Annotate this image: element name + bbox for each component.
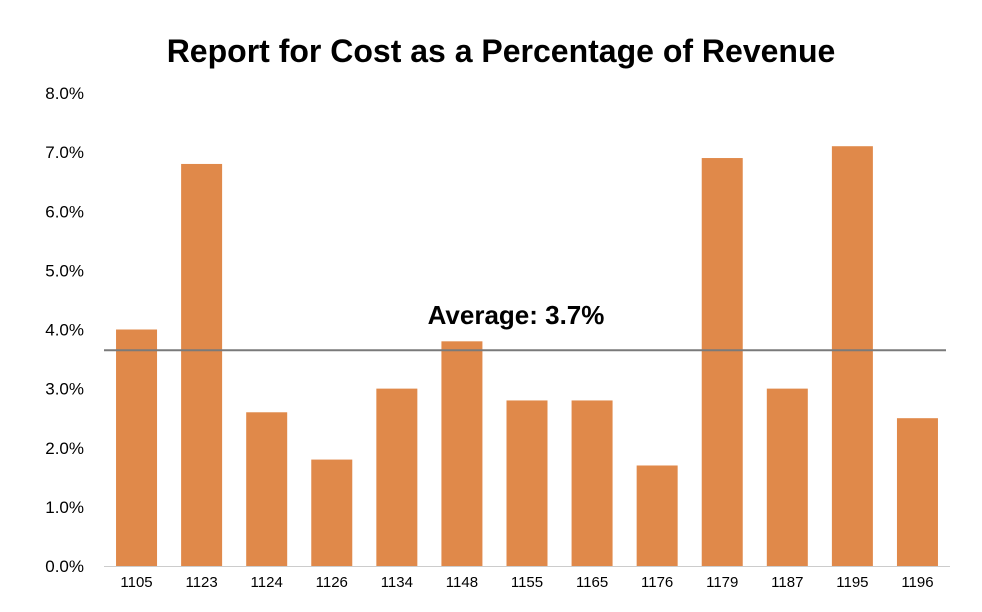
chart-title: Report for Cost as a Percentage of Reven…: [167, 33, 836, 69]
average-label: Average: 3.7%: [428, 300, 605, 330]
y-tick-label: 7.0%: [45, 143, 84, 162]
x-tick-label: 1155: [511, 574, 543, 591]
x-tick-label: 1195: [836, 574, 868, 591]
y-tick-label: 3.0%: [45, 380, 84, 399]
y-axis-labels: 0.0% 1.0% 2.0% 3.0% 4.0% 5.0% 6.0% 7.0% 8.0%: [45, 84, 84, 576]
x-tick-label: 1165: [576, 574, 608, 591]
y-tick-label: 6.0%: [45, 202, 84, 221]
y-tick-label: 0.0%: [45, 557, 84, 576]
x-tick-label: 1126: [316, 574, 348, 591]
bar: [376, 388, 418, 566]
x-axis-labels: 1105 1123 1124 1126 1134 1148 1155 1165 1176 1179…: [120, 574, 933, 591]
y-tick-label: 2.0%: [45, 439, 84, 458]
bar: [636, 465, 678, 566]
y-tick-label: 5.0%: [45, 261, 84, 280]
bar: [181, 163, 223, 566]
y-tick-label: 1.0%: [45, 498, 84, 517]
x-tick-label: 1179: [706, 574, 738, 591]
x-tick-label: 1148: [446, 574, 478, 591]
bar: [896, 418, 938, 566]
x-tick-label: 1196: [901, 574, 933, 591]
bar: [766, 388, 808, 566]
x-tick-label: 1124: [251, 574, 283, 591]
bar: [831, 146, 873, 566]
bar: [116, 329, 158, 566]
x-tick-label: 1187: [771, 574, 803, 591]
y-tick-label: 8.0%: [45, 84, 84, 103]
x-tick-label: 1105: [120, 574, 152, 591]
bar: [701, 158, 743, 566]
x-tick-label: 1176: [641, 574, 673, 591]
bar: [311, 459, 353, 566]
x-tick-label: 1134: [381, 574, 413, 591]
bar: [441, 341, 483, 566]
bar: [506, 400, 548, 566]
bar: [571, 400, 613, 566]
bars: [116, 146, 938, 566]
bar: [246, 412, 288, 566]
y-tick-label: 4.0%: [45, 321, 84, 340]
x-tick-label: 1123: [185, 574, 217, 591]
